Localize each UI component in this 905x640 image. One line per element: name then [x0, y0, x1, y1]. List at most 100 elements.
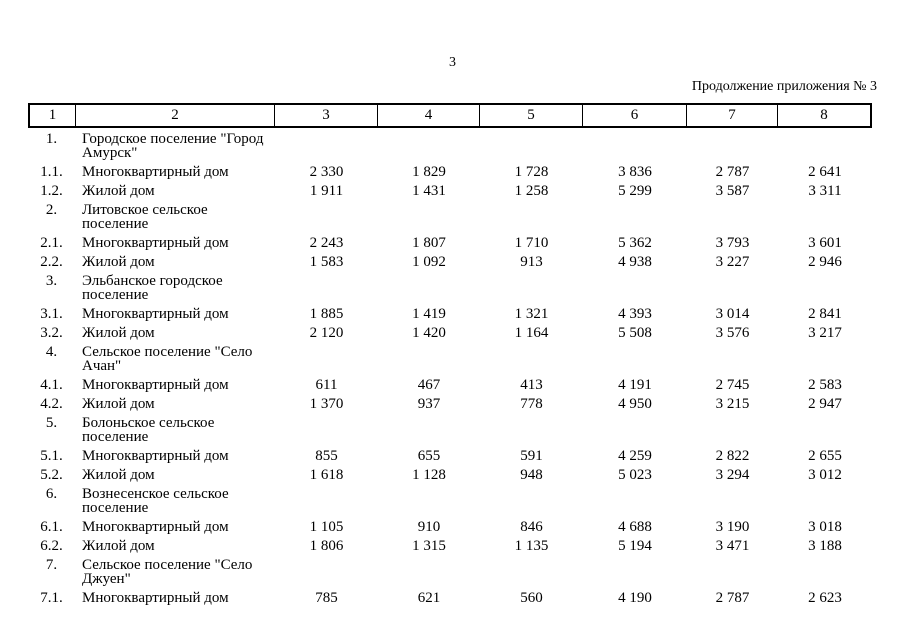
row-name: Вознесенское сельское поселение — [82, 486, 229, 516]
row-value: 5 023 — [618, 467, 652, 483]
row-value: 1 885 — [309, 306, 344, 322]
row-value: 467 — [417, 377, 441, 393]
header-cell-6: 6 — [582, 105, 686, 126]
row-value: 1 420 — [412, 325, 446, 341]
row-value: 4 190 — [618, 590, 652, 606]
row-value: 1 128 — [412, 467, 446, 483]
row-name: Жилой дом — [82, 467, 155, 483]
row-value: 1 618 — [309, 467, 344, 483]
continuation-note: Продолжение приложения № 3 — [691, 79, 877, 94]
row-value: 1 911 — [309, 183, 344, 199]
row-value: 937 — [417, 396, 441, 412]
row-value: 846 — [520, 519, 543, 535]
row-value: 1 583 — [309, 254, 344, 270]
row-value: 1 728 — [514, 164, 549, 180]
row-value: 1 829 — [412, 164, 446, 180]
row-value: 4 191 — [618, 377, 652, 393]
table-row: 2.1. Многоквартирный дом 2 243 1 807 1 710 5 … — [28, 235, 872, 251]
row-number: 5. — [45, 415, 58, 431]
row-value: 948 — [520, 467, 543, 483]
row-number: 3.1. — [40, 306, 63, 322]
row-value: 560 — [520, 590, 543, 606]
row-number: 3.2. — [40, 325, 63, 341]
row-value: 3 190 — [715, 519, 750, 535]
row-value: 2 822 — [715, 448, 750, 464]
row-value: 2 745 — [715, 377, 750, 393]
row-value: 913 — [520, 254, 543, 270]
row-name: Жилой дом — [82, 325, 155, 341]
row-number: 1.2. — [40, 183, 63, 199]
table-row: 6.1. Многоквартирный дом 1 105 910 846 4 688 3… — [28, 519, 872, 535]
table-row: 5.2. Жилой дом 1 618 1 128 948 5 023 3 294 3 01… — [28, 467, 872, 483]
row-number: 2.2. — [40, 254, 63, 270]
row-value: 855 — [315, 448, 338, 464]
row-value: 1 135 — [514, 538, 549, 554]
row-value: 1 105 — [309, 519, 344, 535]
row-number: 3. — [45, 273, 58, 289]
row-number: 7.1. — [40, 590, 63, 606]
row-value: 1 321 — [514, 306, 549, 322]
table-section-row: 7. Сельское поселение "Село Джуен" — [28, 557, 872, 587]
row-name: Многоквартирный дом — [82, 235, 229, 251]
table-row: 5.1. Многоквартирный дом 855 655 591 4 259 2 8… — [28, 448, 872, 464]
row-value: 621 — [417, 590, 441, 606]
row-number: 6.1. — [40, 519, 63, 535]
row-value: 413 — [520, 377, 543, 393]
page-number: 3 — [449, 55, 456, 70]
row-value: 2 120 — [309, 325, 344, 341]
row-value: 5 194 — [618, 538, 652, 554]
table-row: 6.2. Жилой дом 1 806 1 315 1 135 5 194 3 471 3 … — [28, 538, 872, 554]
table-section-row: 1. Городское поселение "Город Амурск" — [28, 131, 872, 161]
row-number: 5.1. — [40, 448, 63, 464]
row-value: 3 018 — [808, 519, 842, 535]
row-value: 611 — [315, 377, 338, 393]
row-name: Жилой дом — [82, 254, 155, 270]
row-name: Жилой дом — [82, 396, 155, 412]
row-value: 3 215 — [715, 396, 750, 412]
table-row: 4.2. Жилой дом 1 370 937 778 4 950 3 215 2 947 — [28, 396, 872, 412]
row-number: 5.2. — [40, 467, 63, 483]
row-value: 3 188 — [808, 538, 842, 554]
table-row: 7.1. Многоквартирный дом 785 621 560 4 190 2 7… — [28, 590, 872, 606]
row-number: 2. — [45, 202, 58, 218]
row-value: 3 294 — [715, 467, 750, 483]
table-section-row: 4. Сельское поселение "Село Ачан" — [28, 344, 872, 374]
row-value: 1 370 — [309, 396, 344, 412]
row-value: 3 793 — [715, 235, 750, 251]
row-value: 2 641 — [808, 164, 842, 180]
row-value: 1 807 — [412, 235, 446, 251]
header-cell-2: 2 — [75, 105, 274, 126]
row-value: 4 259 — [618, 448, 652, 464]
row-value: 3 836 — [618, 164, 652, 180]
row-number: 2.1. — [40, 235, 63, 251]
table-row: 3.2. Жилой дом 2 120 1 420 1 164 5 508 3 576 3 … — [28, 325, 872, 341]
row-value: 1 092 — [412, 254, 446, 270]
row-value: 2 583 — [808, 377, 842, 393]
row-value: 2 655 — [808, 448, 842, 464]
row-value: 1 258 — [514, 183, 549, 199]
row-name: Жилой дом — [82, 538, 155, 554]
row-number: 4. — [45, 344, 58, 360]
row-value: 5 299 — [618, 183, 652, 199]
table-row: 2.2. Жилой дом 1 583 1 092 913 4 938 3 227 2 94… — [28, 254, 872, 270]
row-name: Городское поселение "Город Амурск" — [82, 131, 264, 161]
row-value: 5 508 — [618, 325, 652, 341]
row-name: Сельское поселение "Село Джуен" — [82, 557, 253, 587]
row-name: Многоквартирный дом — [82, 519, 229, 535]
row-value: 4 393 — [618, 306, 652, 322]
row-value: 2 243 — [309, 235, 344, 251]
row-value: 4 938 — [618, 254, 652, 270]
row-number: 6.2. — [40, 538, 63, 554]
row-name: Многоквартирный дом — [82, 377, 229, 393]
row-value: 2 623 — [808, 590, 842, 606]
table-section-row: 6. Вознесенское сельское поселение — [28, 486, 872, 516]
row-value: 1 164 — [514, 325, 549, 341]
row-value: 3 227 — [715, 254, 750, 270]
row-name: Многоквартирный дом — [82, 164, 229, 180]
row-value: 2 787 — [715, 590, 750, 606]
row-value: 2 946 — [808, 254, 842, 270]
row-value: 5 362 — [618, 235, 652, 251]
row-value: 1 419 — [412, 306, 446, 322]
